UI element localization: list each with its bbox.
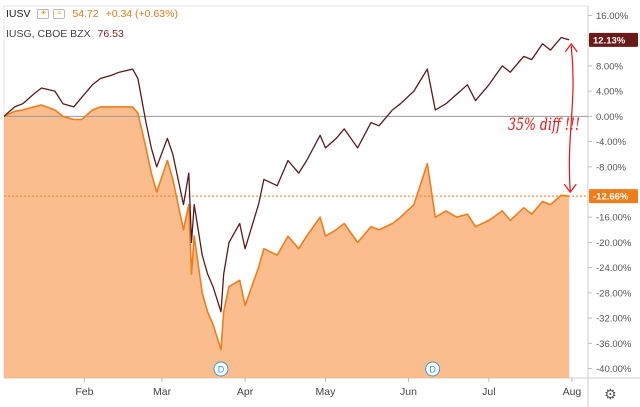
y-tick-label: -36.00% (596, 339, 632, 350)
annotation-arrow (568, 45, 574, 193)
iusg-series-line (3, 104, 570, 351)
iusv-last-badge: 12.13% (593, 35, 626, 46)
y-tick-label: 4.00% (596, 87, 623, 98)
legend-iusg[interactable]: IUSG, CBOE BZX 76.53 (6, 28, 128, 40)
x-tick-label: Jun (400, 386, 417, 398)
y-tick-label: -28.00% (596, 288, 632, 299)
y-tick-label: -40.00% (596, 364, 632, 375)
legend-iusv-symbol: IUSV (6, 8, 31, 20)
legend-iusg-symbol: IUSG, CBOE BZX (6, 28, 91, 40)
y-tick-label: -32.00% (596, 314, 632, 325)
legend-iusv-change: +0.34 (+0.63%) (105, 8, 178, 20)
iusg-last-badge-bg (589, 189, 638, 204)
legend-iusg-price: 76.53 (97, 28, 124, 40)
annotation-arrow-head-top (564, 42, 578, 53)
x-tick-label: Mar (153, 386, 172, 398)
iusv-last-badge-bg (589, 32, 638, 47)
y-tick-label: 0.00% (596, 112, 623, 123)
dividend-marker-label: D (218, 365, 225, 375)
y-tick-label: -4.00% (596, 137, 627, 148)
x-tick-label: Jul (482, 386, 495, 398)
dividend-marker[interactable] (213, 361, 229, 377)
y-tick-label: 16.00% (596, 11, 629, 22)
x-tick-label: Aug (563, 386, 582, 398)
x-tick-label: Feb (75, 386, 93, 398)
y-tick-label: -16.00% (596, 213, 632, 224)
y-tick-label: -20.00% (596, 238, 632, 249)
legend-iusv[interactable]: IUSV ☀ ≈ 54.72 +0.34 (+0.63%) (6, 8, 182, 20)
iusv-series-line (3, 36, 570, 313)
legend-iusv-price: 54.72 (72, 8, 99, 20)
y-tick-label: 8.00% (596, 61, 623, 72)
close-icon[interactable]: ≈ (53, 9, 66, 20)
dividend-marker-label: D (429, 365, 436, 375)
x-tick-label: May (316, 386, 337, 398)
annotation-arrow-head-bottom (563, 183, 577, 194)
dividend-marker[interactable] (425, 361, 441, 377)
iusg-area (4, 105, 570, 378)
y-tick-label: -24.00% (596, 263, 632, 274)
x-tick-label: Apr (237, 386, 254, 398)
gear-icon[interactable]: ⚙ (604, 386, 617, 402)
iusg-last-badge: -12.66% (593, 192, 629, 203)
sun-icon[interactable]: ☀ (37, 9, 50, 20)
y-tick-label: -8.00% (596, 162, 627, 173)
annotation-text: 35% diff !!! (508, 115, 580, 135)
